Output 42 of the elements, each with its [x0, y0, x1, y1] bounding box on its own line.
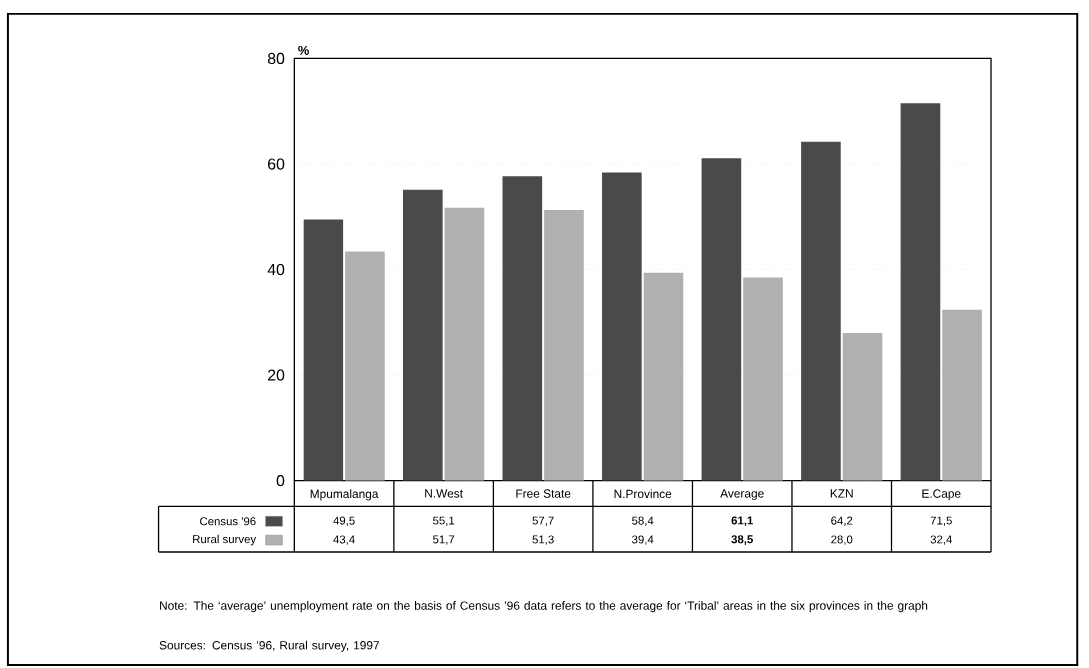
data-label: 49,5 — [333, 516, 355, 527]
data-label: 32,4 — [930, 535, 953, 545]
data-label: 57,7 — [532, 516, 554, 526]
data-label: 71,5 — [930, 516, 952, 526]
data-label: 55,1 — [432, 516, 455, 526]
data-label: 51,3 — [532, 535, 554, 545]
data-label: 43,4 — [333, 535, 355, 545]
x-tick-label: E.Cape — [922, 489, 961, 501]
source-note: Sources: Census ’96, Rural survey, 1997 — [159, 640, 380, 652]
x-tick-label: N.West — [425, 489, 463, 498]
data-label: 28,0 — [831, 535, 853, 545]
data-label: 38,5 — [731, 535, 753, 545]
bar — [303, 219, 344, 481]
y-tick-label: 40 — [267, 263, 285, 276]
data-label: 51,7 — [432, 535, 455, 545]
y-tick-label: 60 — [268, 158, 285, 170]
bar — [444, 207, 485, 481]
x-tick-label: Mpumalanga — [310, 489, 379, 501]
y-tick-label: 0 — [276, 475, 285, 487]
y-axis-title: % — [298, 45, 309, 55]
data-label: 39,4 — [632, 535, 654, 545]
x-tick-label: Average — [720, 489, 764, 501]
y-tick-label: 20 — [268, 369, 285, 381]
bar — [942, 309, 982, 481]
bar — [801, 141, 841, 481]
bar — [602, 172, 642, 481]
data-label: 64,2 — [831, 516, 853, 527]
data-label: 58,4 — [632, 516, 654, 527]
y-tick-label: 80 — [267, 52, 285, 65]
bar — [842, 332, 883, 481]
bar — [900, 103, 941, 481]
data-label: 61,1 — [731, 516, 753, 527]
legend-label: Rural survey — [193, 534, 257, 546]
x-tick-label: N.Province — [614, 489, 672, 499]
text: Note: The ‘average’ unemployment rate on the basis of Census ’96 data refers to the average for ‘Tribal’ areas in the six provinces in the graph — [160, 601, 928, 613]
bar — [402, 189, 443, 481]
legend-label: Census '96 — [200, 517, 256, 526]
bar — [502, 176, 543, 481]
x-tick-label: Free State — [516, 489, 571, 498]
bar — [701, 158, 742, 481]
bar — [544, 209, 584, 481]
x-tick-label: KZN — [830, 489, 853, 498]
